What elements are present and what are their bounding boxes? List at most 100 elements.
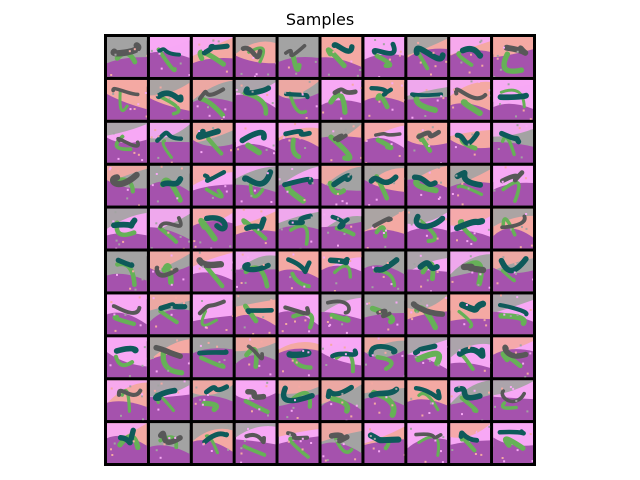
sample-tile xyxy=(364,122,405,163)
sample-tile xyxy=(192,294,233,335)
sample-tile xyxy=(192,79,233,120)
sample-tile xyxy=(107,37,147,77)
sample-tile xyxy=(450,79,491,120)
sample-tile xyxy=(450,165,491,206)
sample-tile xyxy=(278,79,319,120)
sample-tile xyxy=(149,294,190,335)
sample-tile xyxy=(278,122,319,163)
sample-tile xyxy=(364,251,405,292)
sample-tile xyxy=(407,380,448,421)
sample-tile xyxy=(107,79,147,120)
sample-tile xyxy=(192,208,233,249)
sample-tile xyxy=(364,37,405,77)
sample-tile xyxy=(235,208,276,249)
sample-tile xyxy=(321,165,362,206)
sample-tile xyxy=(149,208,190,249)
sample-tile xyxy=(321,380,362,421)
sample-tile xyxy=(407,423,448,464)
sample-tile xyxy=(235,165,276,206)
sample-tile xyxy=(107,122,147,163)
sample-tile xyxy=(235,79,276,120)
sample-tile xyxy=(450,294,491,335)
sample-tile xyxy=(493,380,533,421)
sample-tile xyxy=(149,79,190,120)
sample-tile xyxy=(149,337,190,378)
sample-tile xyxy=(407,37,448,77)
sample-tile xyxy=(149,380,190,421)
figure-title: Samples xyxy=(285,10,355,29)
sample-tile xyxy=(278,294,319,335)
sample-tile xyxy=(450,380,491,421)
sample-tile xyxy=(493,423,534,463)
sample-tile xyxy=(235,337,276,378)
sample-tile xyxy=(192,423,233,463)
sample-tile xyxy=(450,423,491,463)
sample-tile xyxy=(149,251,190,292)
sample-tile xyxy=(493,294,533,335)
sample-tile xyxy=(321,251,362,292)
sample-tile xyxy=(107,165,147,206)
sample-tile xyxy=(450,122,491,163)
sample-tile xyxy=(107,423,147,464)
sample-tile xyxy=(364,79,405,120)
sample-tile xyxy=(235,423,276,464)
sample-tile xyxy=(321,37,362,77)
sample-tile xyxy=(278,423,319,463)
sample-tile xyxy=(493,337,533,378)
sample-tile xyxy=(364,165,405,206)
sample-tile xyxy=(278,251,319,292)
sample-tile xyxy=(107,251,147,292)
sample-tile xyxy=(407,165,448,206)
sample-tile xyxy=(493,37,533,77)
sample-tile xyxy=(321,208,362,249)
sample-tile xyxy=(235,380,276,421)
sample-tile xyxy=(278,337,319,378)
sample-tile xyxy=(149,37,190,77)
sample-tile xyxy=(321,337,362,378)
sample-tile xyxy=(493,208,533,249)
sample-tile xyxy=(407,251,448,292)
sample-tile xyxy=(278,165,319,206)
sample-tile xyxy=(493,165,533,206)
sample-tile xyxy=(407,208,448,249)
sample-tile xyxy=(407,294,448,335)
sample-tile xyxy=(149,165,190,206)
sample-tile xyxy=(192,380,233,421)
sample-tile xyxy=(450,251,491,292)
sample-tile xyxy=(149,423,190,463)
sample-tile xyxy=(493,251,534,292)
sample-tile xyxy=(107,337,147,378)
sample-tile xyxy=(493,122,533,163)
sample-tile xyxy=(107,208,147,249)
sample-tile xyxy=(235,122,276,163)
sample-tile xyxy=(192,251,233,292)
sample-tile xyxy=(192,122,233,163)
sample-tile xyxy=(364,423,405,463)
sample-tile xyxy=(450,337,491,378)
sample-grid-canvas xyxy=(107,37,534,464)
sample-tile xyxy=(235,251,276,292)
sample-tile xyxy=(450,37,491,77)
sample-tile xyxy=(364,208,405,249)
sample-tile xyxy=(407,337,448,378)
sample-tile xyxy=(235,294,276,335)
sample-tile xyxy=(364,380,405,421)
sample-tile xyxy=(192,337,233,378)
sample-tile xyxy=(364,337,405,378)
sample-tile xyxy=(321,423,362,463)
sample-tile xyxy=(149,122,190,163)
sample-tile xyxy=(278,208,319,249)
sample-tile xyxy=(192,165,233,206)
sample-tile xyxy=(321,294,362,335)
sample-tile xyxy=(407,79,448,120)
sample-tile xyxy=(107,380,147,421)
sample-tile xyxy=(107,294,147,335)
sample-tile xyxy=(407,122,448,163)
sample-tile xyxy=(364,294,405,335)
sample-tile xyxy=(321,79,362,120)
sample-tile xyxy=(278,380,319,421)
sample-tile xyxy=(235,37,276,77)
sample-tile xyxy=(192,37,233,77)
sample-grid xyxy=(104,34,536,466)
sample-tile xyxy=(321,122,362,163)
